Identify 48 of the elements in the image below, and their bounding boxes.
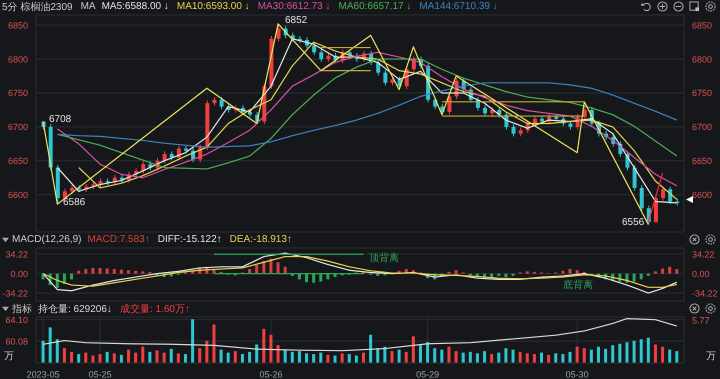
y2-tick-label: 6700 — [692, 122, 712, 132]
text: MA60:6657.17 ↓ — [338, 1, 412, 12]
x-tick-label: 05-26 — [259, 369, 283, 379]
y-tick-label: 64.10 — [5, 314, 28, 325]
y2-tick-label: 6750 — [692, 88, 712, 98]
y2-tick-label: 34.22 — [692, 249, 715, 260]
x-tick-label: 2023-05 — [26, 369, 60, 379]
annotation: 6556 — [621, 217, 646, 228]
chart-title: 5分 棕榈油2309 — [2, 0, 73, 14]
x-tick-label: 05-25 — [88, 369, 112, 379]
y2-tick-label: 6800 — [692, 54, 712, 64]
y-tick-label: 60.08 — [5, 336, 28, 346]
y-tick-label: 0.00 — [10, 268, 28, 279]
legend-title: 指标 — [12, 302, 32, 316]
y-tick-label: 6650 — [8, 156, 28, 166]
y2-tick-label: -34.22 — [692, 288, 718, 298]
annotation: 6852 — [284, 15, 308, 26]
text: MA144:6710.39 ↓ — [419, 1, 498, 12]
x-tick-label: 05-29 — [416, 369, 440, 379]
text: MACD:7.583↑ — [87, 234, 150, 245]
annotation: 顶背离 — [368, 253, 400, 264]
y-tick-label: 6800 — [8, 54, 28, 64]
y2-tick-label: 6650 — [692, 156, 712, 166]
y-tick-label: 6750 — [8, 88, 28, 98]
y-tick-label: 6850 — [8, 20, 28, 30]
annotation: 6586 — [62, 197, 86, 208]
annotation: 6708 — [48, 114, 72, 125]
series-label: 成交量: 1.60万↑ — [120, 302, 190, 316]
y-tick-label: 6600 — [8, 190, 28, 200]
y-tick-label: -34.22 — [2, 288, 28, 298]
y2-tick-label: 0.00 — [692, 268, 710, 279]
y-tick-label: 6700 — [8, 122, 28, 132]
text: DIFF:-15.122↑ — [158, 234, 222, 245]
legend-title: MA — [80, 1, 96, 12]
y2-tick-label: 6850 — [692, 20, 712, 30]
text: MA5:6588.00 ↓ — [102, 1, 169, 12]
y-tick-label: 34.22 — [5, 249, 28, 260]
text: MA10:6593.00 ↓ — [176, 1, 250, 12]
legend-title: MACD(12,26,9) — [12, 234, 82, 245]
annotation: 底背离 — [562, 280, 594, 291]
series-label: DEA:-18.913↑ — [230, 234, 292, 245]
y-axis-title: 万 — [4, 351, 14, 362]
x-tick-label: 05-30 — [566, 369, 589, 379]
text: 持仓量: 629206↓ — [38, 302, 112, 316]
text: MA30:6612.73 ↓ — [258, 1, 331, 12]
y2-axis-title: 万 — [706, 351, 716, 362]
y2-tick-label: 6600 — [692, 190, 712, 200]
y2-tick-label: 5.77 — [692, 315, 710, 326]
